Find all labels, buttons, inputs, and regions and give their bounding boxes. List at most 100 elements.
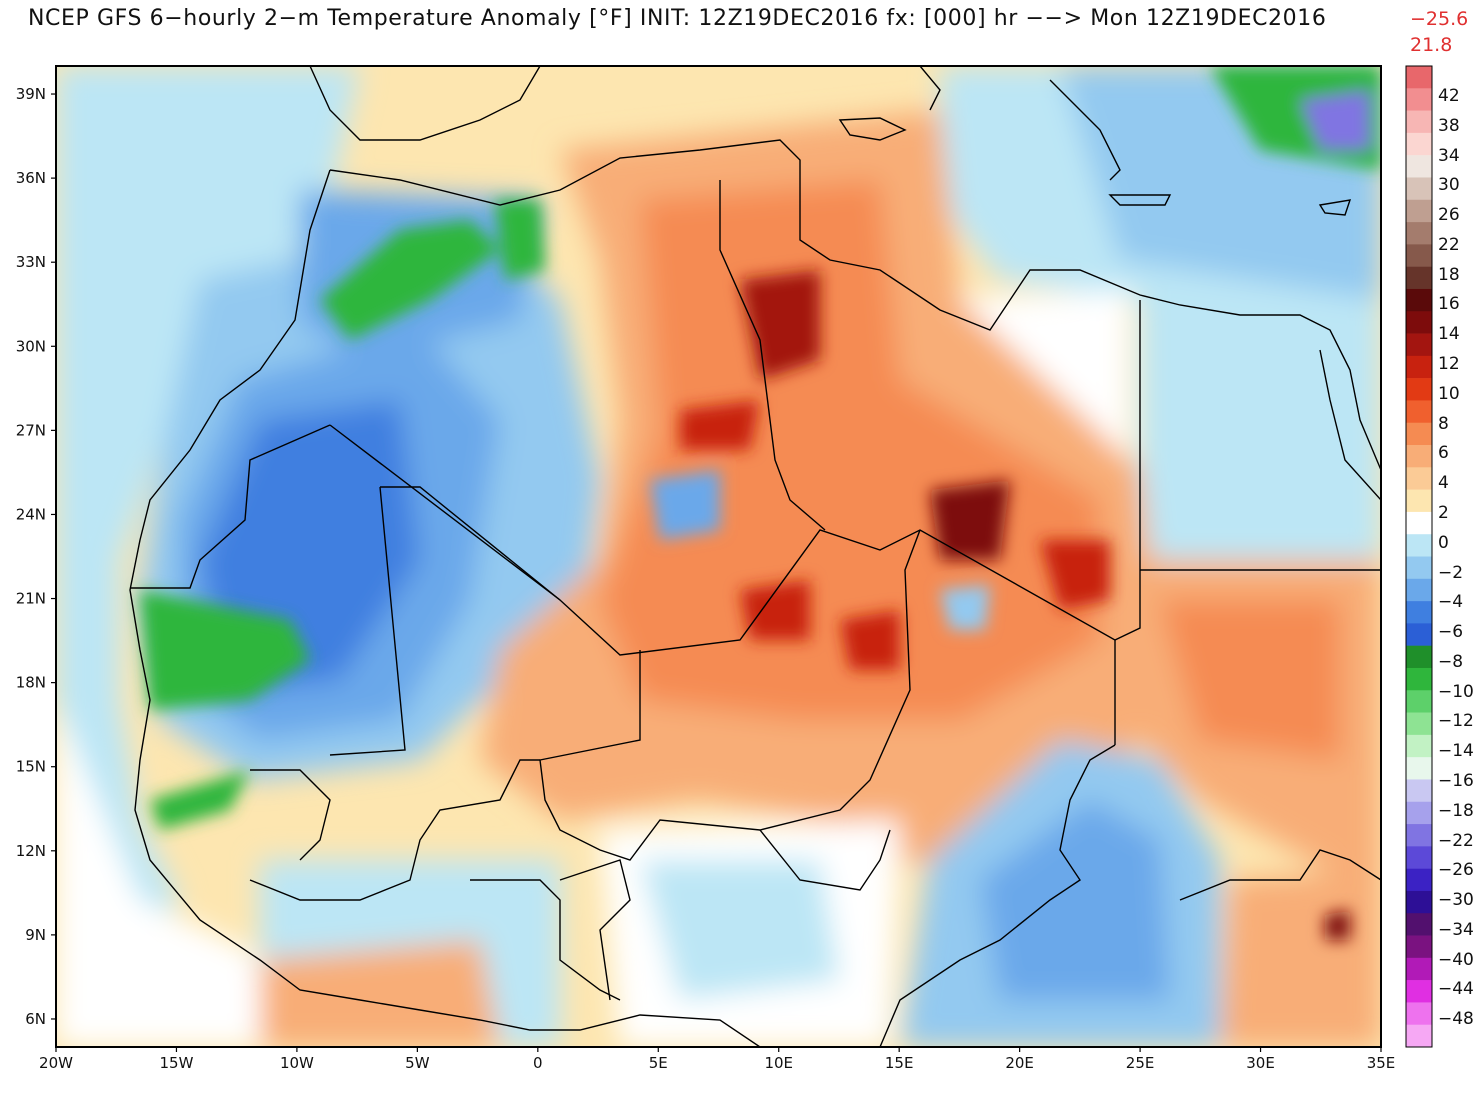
colorbar-swatch [1406,66,1432,89]
colorbar-label: −6 [1438,622,1464,643]
colorbar-label: −14 [1438,741,1474,762]
colorbar-label: 42 [1438,86,1460,106]
colorbar-label: −10 [1438,681,1474,702]
colorbar-label: −30 [1438,890,1474,911]
map-frame [55,65,1382,1048]
min-value-label: −25.6 [1410,8,1469,30]
colorbar-swatch [1406,957,1432,981]
colorbar-label: −34 [1438,919,1474,940]
colorbar-frame [1405,65,1433,1048]
colorbar-label: 38 [1438,115,1460,136]
colorbar-swatch [1406,667,1432,691]
colorbar-label: 26 [1438,205,1460,226]
colorbar-swatch [1406,645,1432,669]
colorbar-swatch [1406,1024,1432,1048]
colorbar-swatch [1406,846,1432,869]
colorbar-label: −22 [1438,830,1474,851]
colorbar-swatch [1406,132,1432,156]
colorbar-swatch [1406,623,1432,646]
anomaly-field [56,66,1381,1047]
latitude-axis: 39N 36N 33N 30N 27N 24N 21N 18N 15N 12N 9N 6N [16,85,56,1028]
colorbar-label: 2 [1438,502,1449,523]
colorbar-swatch [1406,333,1432,357]
colorbar-swatch [1406,779,1432,803]
colorbar-label: 10 [1438,383,1460,404]
lat-label: 18N [16,674,46,692]
colorbar-swatch [1406,868,1432,892]
lat-label: 15N [16,758,46,776]
colorbar-swatch [1406,288,1432,312]
colorbar-swatch [1406,199,1432,223]
colorbar-swatch [1406,1002,1432,1026]
colorbar-label: −44 [1438,979,1474,1000]
colorbar-label: −40 [1438,949,1474,970]
colorbar-swatch [1406,355,1432,379]
colorbar-swatch [1406,935,1432,959]
colorbar-swatch [1406,88,1432,111]
colorbar-label: −8 [1438,651,1464,672]
colorbar-swatch [1406,980,1432,1003]
lat-label: 12N [16,842,46,860]
colorbar-swatch [1406,556,1432,580]
colorbar [1405,65,1433,1048]
longitude-axis: 20W 15W 10W 5W 0 5E 10E 15E 20E 25E 30E 35E [39,1047,1395,1072]
lon-label: 0 [533,1054,543,1072]
colorbar-swatch [1406,824,1432,847]
colorbar-swatch [1406,445,1432,468]
colorbar-label: 14 [1438,324,1460,345]
colorbar-label: 34 [1438,145,1460,166]
colorbar-swatch [1406,578,1432,602]
lon-label: 15E [885,1054,914,1072]
colorbar-label: 8 [1438,413,1449,434]
colorbar-swatch [1406,155,1432,178]
lat-label: 30N [16,337,46,355]
lat-label: 39N [16,85,46,103]
colorbar-swatch [1406,222,1432,245]
colorbar-label: 30 [1438,175,1460,196]
lon-label: 15W [159,1054,193,1072]
colorbar-swatch [1406,177,1432,201]
lon-label: 30E [1246,1054,1275,1072]
colorbar-swatch [1406,801,1432,825]
lat-label: 9N [25,926,46,944]
colorbar-label: 16 [1438,294,1460,315]
lat-label: 27N [16,421,46,439]
colorbar-swatch [1406,266,1432,290]
colorbar-swatch [1406,244,1432,267]
colorbar-label: −16 [1438,770,1474,791]
colorbar-label: −48 [1438,1009,1474,1030]
lon-label: 25E [1126,1054,1155,1072]
colorbar-swatch [1406,311,1432,334]
colorbar-swatch [1406,400,1432,424]
lat-label: 21N [16,590,46,608]
lon-label: 20W [39,1054,73,1072]
borders [129,66,1381,1047]
colorbar-swatch [1406,734,1432,758]
colorbar-swatch [1406,690,1432,713]
colorbar-swatch [1406,511,1432,535]
lon-label: 35E [1367,1054,1396,1072]
lon-label: 20E [1005,1054,1034,1072]
colorbar-swatch [1406,712,1432,736]
lat-label: 6N [25,1010,46,1028]
max-value-label: 21.8 [1410,34,1453,56]
colorbar-swatch [1406,601,1432,624]
lat-label: 24N [16,505,46,523]
lon-label: 5W [405,1054,430,1072]
lat-label: 33N [16,253,46,271]
colorbar-label: −4 [1438,592,1464,613]
colorbar-label: 0 [1438,532,1449,553]
colorbar-label: −18 [1438,800,1474,821]
colorbar-label: −12 [1438,711,1474,732]
colorbar-swatch [1406,489,1432,513]
lon-label: 10E [764,1054,793,1072]
colorbar-swatch [1406,467,1432,490]
colorbar-swatch [1406,378,1432,401]
colorbar-label: 4 [1438,473,1449,494]
colorbar-label: 22 [1438,234,1460,255]
colorbar-label: −2 [1438,562,1464,583]
colorbar-label: 12 [1438,354,1460,375]
colorbar-label: 6 [1438,443,1449,464]
lat-label: 36N [16,169,46,187]
